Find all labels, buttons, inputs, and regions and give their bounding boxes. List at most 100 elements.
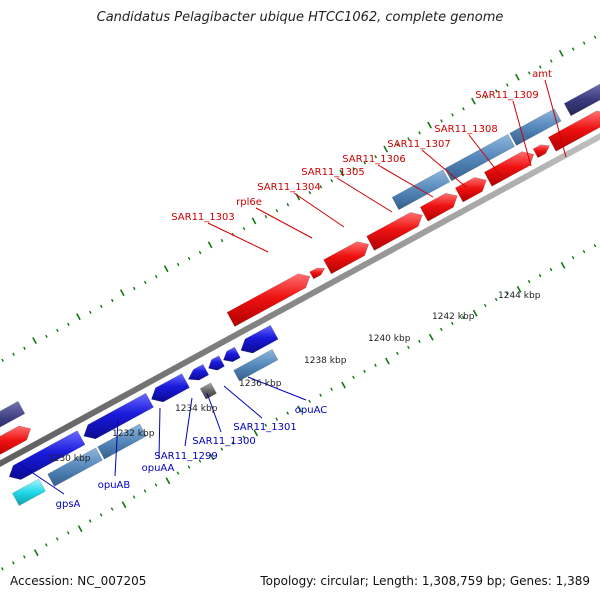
forward-ruler-tick — [45, 334, 48, 338]
reverse-ruler-tick — [55, 537, 59, 541]
feature-gpsA — [12, 478, 46, 506]
forward-ruler-tick — [558, 49, 564, 57]
reverse-ruler-tick — [363, 369, 366, 373]
reverse-gene-label: SAR11_1300 — [192, 436, 256, 447]
reverse-ruler-tick — [418, 339, 421, 344]
reverse-ruler-tick — [297, 405, 303, 413]
reverse-ruler-tick — [143, 489, 147, 493]
reverse-ruler-tick — [165, 477, 171, 485]
forward-ruler-tick — [23, 346, 26, 350]
reverse-gene-label: opuAC — [295, 405, 327, 416]
forward-ruler-tick — [582, 41, 586, 45]
forward-ruler-tick — [176, 262, 180, 267]
forward-gene-label: amt — [532, 69, 552, 80]
forward-ruler-tick — [286, 203, 290, 207]
forward-ruler-tick — [242, 226, 246, 231]
scale-label: 1236 kbp — [239, 379, 282, 389]
reverse-ruler-tick — [132, 495, 136, 499]
forward-ruler-tick — [352, 167, 356, 171]
feature-left-other — [0, 400, 26, 428]
reverse-ruler-tick — [154, 483, 158, 487]
reverse-ruler-tick — [396, 351, 399, 356]
reverse-gene-callout — [223, 385, 263, 419]
forward-ruler-tick — [593, 35, 597, 39]
topology-summary: Topology: circular; Length: 1,308,759 bp… — [260, 574, 590, 588]
forward-ruler-tick — [32, 337, 37, 345]
gene-sar11-1300 — [208, 355, 225, 371]
reverse-ruler-tick — [23, 555, 26, 559]
forward-gene-label: SAR11_1308 — [434, 124, 498, 135]
forward-ruler-tick — [56, 328, 59, 333]
reverse-ruler-tick — [571, 255, 575, 260]
reverse-ruler-tick — [341, 381, 346, 389]
forward-gene-callout — [377, 164, 434, 198]
reverse-ruler-tick — [582, 249, 586, 254]
reverse-gene-label: gpsA — [56, 499, 81, 510]
genome-backbone — [0, 133, 600, 467]
forward-gene-label: SAR11_1303 — [171, 212, 235, 223]
gene-rpl6e — [309, 267, 326, 280]
reverse-ruler-tick — [1, 567, 4, 571]
reverse-ruler-tick — [407, 345, 410, 350]
forward-ruler-tick — [319, 185, 323, 189]
reverse-ruler-tick — [264, 423, 268, 427]
reverse-ruler-tick — [428, 333, 434, 341]
reverse-ruler-tick — [494, 297, 498, 302]
scale-label: 1240 kbp — [368, 334, 411, 344]
scale-label: 1238 kbp — [304, 356, 347, 366]
reverse-ruler-tick — [527, 279, 531, 284]
reverse-ruler-tick — [450, 321, 454, 326]
forward-ruler-tick — [549, 59, 553, 63]
forward-ruler-tick — [462, 107, 465, 111]
forward-ruler-tick — [514, 73, 520, 81]
reverse-ruler-tick — [33, 549, 39, 557]
forward-gene-callout — [544, 79, 567, 158]
reverse-ruler-tick — [231, 441, 235, 445]
reverse-gene-callout — [206, 392, 222, 433]
forward-ruler-tick — [264, 214, 268, 219]
forward-gene-label: SAR11_1306 — [342, 154, 406, 165]
reverse-ruler-tick — [77, 525, 83, 533]
reverse-ruler-tick — [505, 291, 509, 296]
reverse-gene-callout — [184, 397, 193, 447]
forward-ruler-tick — [207, 241, 213, 249]
accession-text: Accession: NC_007205 — [10, 574, 147, 588]
reverse-ruler-tick — [549, 267, 553, 272]
forward-ruler-tick — [110, 298, 114, 303]
forward-ruler-tick — [571, 47, 575, 51]
forward-ruler-tick — [484, 95, 487, 99]
forward-ruler-tick — [251, 217, 257, 225]
forward-gene-label: SAR11_1304 — [257, 182, 321, 193]
forward-ruler-tick — [119, 289, 125, 297]
scale-label: 1244 kbp — [498, 291, 541, 301]
gene-sar11-1304 — [323, 241, 370, 275]
forward-ruler-tick — [1, 358, 4, 362]
reverse-ruler-tick — [12, 561, 15, 565]
forward-ruler-tick — [132, 286, 136, 291]
reverse-ruler-tick — [308, 399, 311, 403]
forward-ruler-tick — [374, 155, 377, 159]
reverse-ruler-tick — [461, 315, 465, 320]
forward-ruler-tick — [330, 179, 334, 183]
gene-opuAC — [240, 324, 279, 354]
scale-label: 1234 kbp — [175, 404, 218, 414]
forward-ruler-tick — [143, 280, 147, 285]
forward-ruler-tick — [163, 265, 169, 273]
gene-sar11-1303 — [226, 273, 311, 327]
forward-ruler-tick — [220, 238, 224, 243]
reverse-ruler-tick — [516, 285, 522, 293]
forward-ruler-tick — [363, 161, 367, 165]
forward-ruler-tick — [99, 304, 103, 309]
feature-sar11-1307 — [444, 133, 516, 182]
forward-ruler-tick — [339, 169, 345, 177]
reverse-ruler-tick — [483, 303, 487, 308]
gene-sar11-1309 — [532, 144, 550, 159]
feature-amt — [563, 83, 600, 117]
forward-ruler-tick — [527, 71, 531, 75]
reverse-ruler-tick — [472, 309, 478, 317]
forward-ruler-tick — [427, 121, 432, 129]
reverse-ruler-tick — [44, 543, 48, 547]
gene-opuAB — [83, 392, 154, 440]
reverse-ruler-tick — [253, 429, 259, 437]
